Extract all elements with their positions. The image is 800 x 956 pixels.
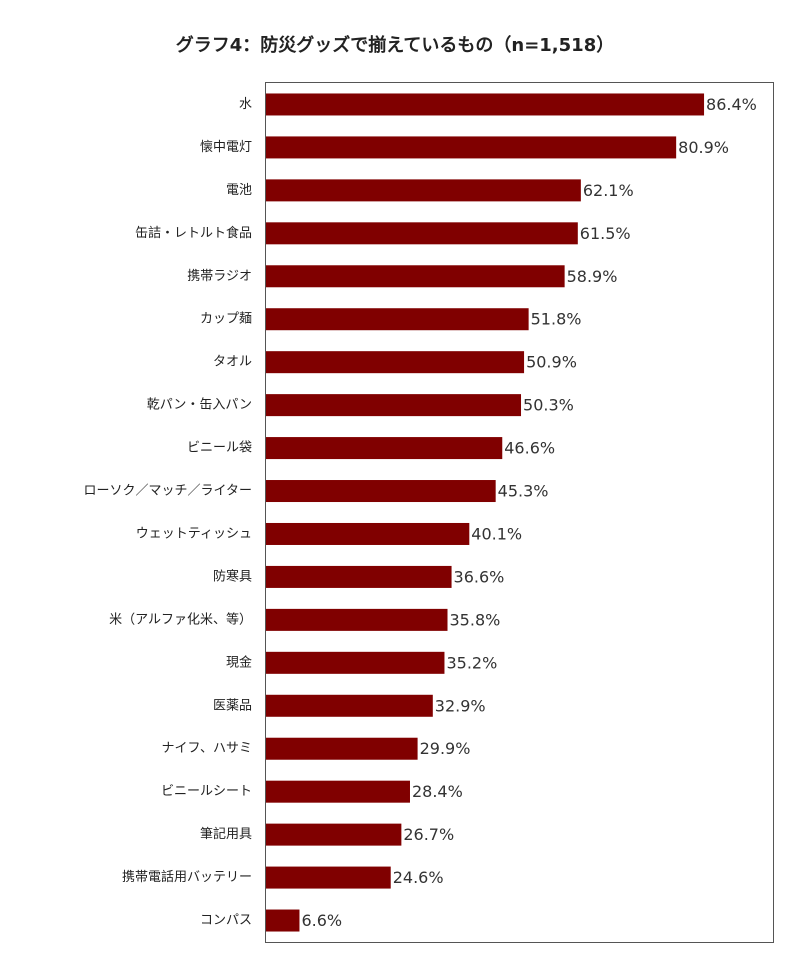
bar <box>266 694 433 717</box>
y-tick-label: カップ麺 <box>200 312 252 327</box>
y-tick-label: 懐中電灯 <box>200 139 252 155</box>
y-tick-label: 米（アルファ化米、等） <box>109 611 252 627</box>
value-label: 29.9% <box>420 739 471 758</box>
value-label: 6.6% <box>301 911 342 930</box>
value-label: 46.6% <box>504 439 555 458</box>
y-tick-label: 携帯電話用バッテリー <box>122 869 252 885</box>
value-label: 45.3% <box>498 482 549 501</box>
chart-title: グラフ4：防災グッズで揃えているもの（n=1,518） <box>176 34 614 56</box>
y-tick-label: 筆記用具 <box>200 826 252 842</box>
value-label: 62.1% <box>583 181 634 200</box>
y-tick-label: 医薬品 <box>213 698 252 713</box>
value-label: 51.8% <box>531 310 582 329</box>
bar <box>266 866 391 889</box>
bar <box>266 480 496 503</box>
y-tick-label: 缶詰・レトルト食品 <box>135 225 252 241</box>
y-tick-label: 乾パン・缶入パン <box>147 398 252 413</box>
y-tick-label: 水 <box>239 97 252 112</box>
plot-frame <box>265 82 774 943</box>
y-tick-label: ビニールシート <box>161 784 252 799</box>
y-tick-label: ローソク／マッチ／ライター <box>84 484 252 499</box>
y-tick-label: ビニール袋 <box>187 441 252 456</box>
bar <box>266 265 565 288</box>
bar <box>266 780 410 803</box>
value-label: 40.1% <box>471 524 522 543</box>
bar <box>266 522 470 545</box>
value-label: 35.2% <box>446 653 497 672</box>
value-label: 35.8% <box>450 610 501 629</box>
bar <box>266 651 445 674</box>
bar <box>266 351 525 374</box>
bar <box>266 136 677 159</box>
y-tick-label: 電池 <box>226 183 252 198</box>
bar <box>266 93 705 116</box>
value-label: 36.6% <box>454 567 505 586</box>
y-tick-label: ウェットティッシュ <box>136 526 252 541</box>
bar <box>266 565 452 588</box>
value-label: 58.9% <box>567 267 618 286</box>
value-label: 80.9% <box>678 138 729 157</box>
bar <box>266 308 529 331</box>
value-label: 32.9% <box>435 696 486 715</box>
y-tick-label: 携帯ラジオ <box>187 268 252 284</box>
y-tick-label: ナイフ、ハサミ <box>162 741 252 756</box>
value-label: 50.3% <box>523 396 574 415</box>
bar <box>266 394 522 417</box>
value-label: 28.4% <box>412 782 463 801</box>
bar <box>266 222 578 245</box>
value-label: 50.9% <box>526 353 577 372</box>
bar <box>266 823 402 846</box>
y-tick-label: 防寒具 <box>213 568 252 584</box>
y-tick-label: タオル <box>213 355 252 370</box>
bar <box>266 179 581 202</box>
y-tick-label: コンパス <box>200 913 252 928</box>
value-label: 86.4% <box>706 95 757 114</box>
y-tick-label: 現金 <box>226 654 252 670</box>
bar <box>266 608 448 631</box>
value-label: 61.5% <box>580 224 631 243</box>
bar <box>266 909 300 932</box>
value-label: 26.7% <box>403 825 454 844</box>
value-label: 24.6% <box>393 868 444 887</box>
bar <box>266 737 418 760</box>
bar <box>266 437 503 460</box>
